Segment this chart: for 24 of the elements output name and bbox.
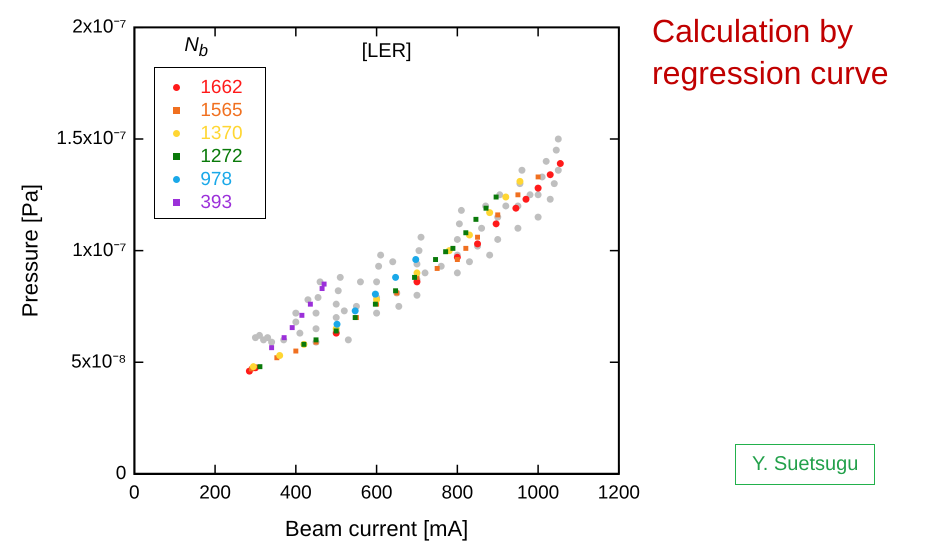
- legend-label: 978: [200, 168, 232, 191]
- y-axis-title: Pressure [Pa]: [17, 184, 42, 318]
- legend-label: 1565: [200, 100, 243, 122]
- x-tick-label: 600: [360, 482, 392, 504]
- x-tick-label: 200: [199, 482, 231, 504]
- y-tick-label: 0: [116, 463, 126, 484]
- legend-label: 393: [200, 192, 232, 214]
- legend-title: N$_{b}$: [184, 33, 210, 62]
- x-tick-label: 1200: [598, 482, 640, 504]
- legend-label: 1370: [200, 122, 243, 145]
- x-tick-label: 800: [442, 482, 474, 504]
- text: Y. Suetsugu: [735, 444, 876, 485]
- y-tick-label: 1.5x10⁻⁷: [56, 128, 126, 150]
- text: Calculation by regression curve: [652, 12, 890, 93]
- x-tick-label: 0: [129, 482, 140, 504]
- legend-label: 1662: [200, 76, 243, 99]
- x-axis-title: Beam current [mA]: [284, 516, 468, 541]
- y-tick-label: 1x10⁻⁷: [72, 240, 126, 261]
- x-tick-label: 400: [280, 482, 312, 504]
- x-tick-label: 1000: [516, 482, 560, 504]
- y-tick-label: 5x10⁻⁸: [71, 351, 126, 372]
- y-tick-label: 2x10⁻⁷: [72, 16, 126, 38]
- text: [LER]: [362, 40, 412, 62]
- legend-label: 1272: [200, 146, 243, 168]
